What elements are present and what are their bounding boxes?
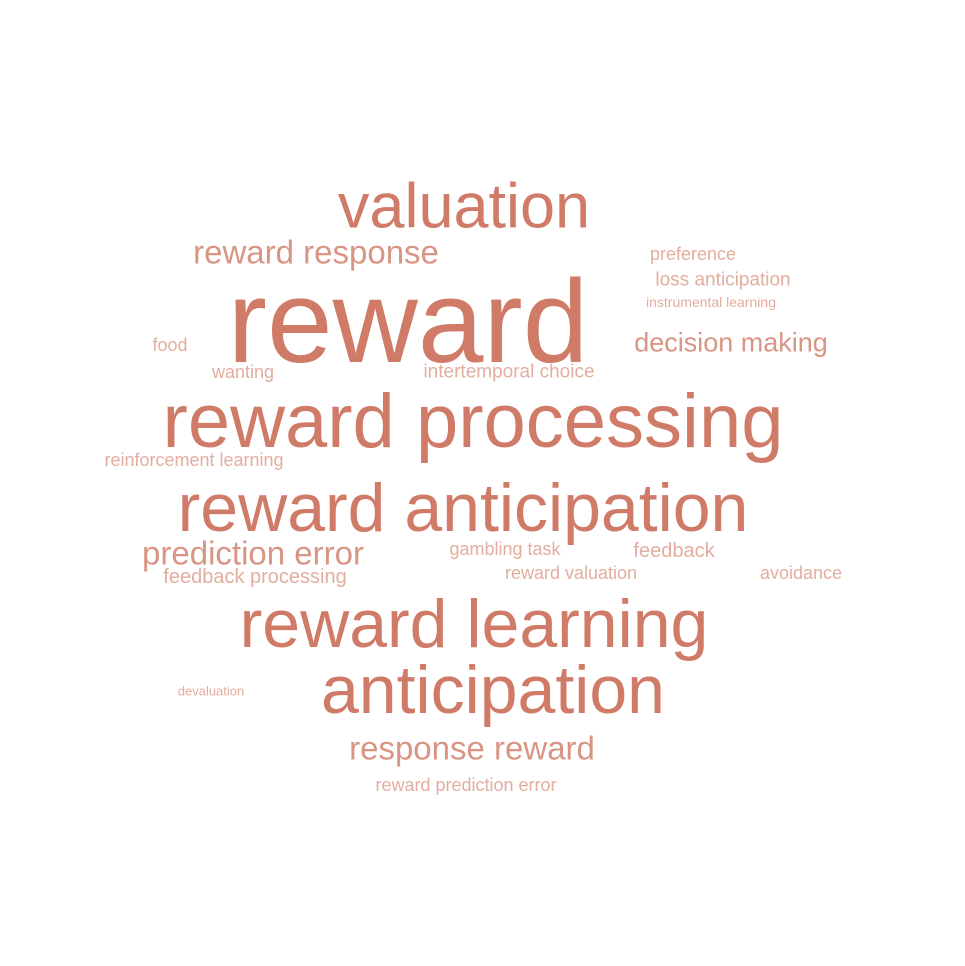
word-reward: reward [227, 256, 589, 388]
word-reward-valuation: reward valuation [504, 563, 638, 583]
word-reward-processing: reward processing [162, 379, 784, 464]
word-wanting: wanting [211, 362, 275, 382]
word-anticipation: anticipation [320, 652, 666, 728]
word-devaluation: devaluation [177, 683, 245, 699]
word-reinforcement-learning: reinforcement learning [104, 450, 284, 470]
word-food: food [152, 335, 188, 355]
word-preference: preference [649, 244, 737, 264]
word-gambling-task: gambling task [449, 539, 561, 559]
word-reward-anticipation: reward anticipation [177, 470, 749, 546]
word-instrumental-learning: instrumental learning [646, 294, 776, 310]
word-reward-prediction-error: reward prediction error [375, 775, 557, 795]
word-valuation: valuation [337, 171, 591, 242]
word-response-reward: response reward [349, 729, 595, 767]
word-avoidance: avoidance [759, 563, 843, 583]
word-reward-learning: reward learning [239, 586, 709, 662]
word-feedback-processing: feedback processing [163, 566, 347, 588]
word-loss-anticipation: loss anticipation [655, 269, 791, 291]
word-prediction-error: prediction error [142, 534, 364, 572]
word-feedback: feedback [633, 540, 715, 562]
word-reward-response: reward response [193, 233, 439, 271]
word-intertemporal-choice: intertemporal choice [423, 361, 595, 383]
word-decision-making: decision making [634, 327, 828, 358]
